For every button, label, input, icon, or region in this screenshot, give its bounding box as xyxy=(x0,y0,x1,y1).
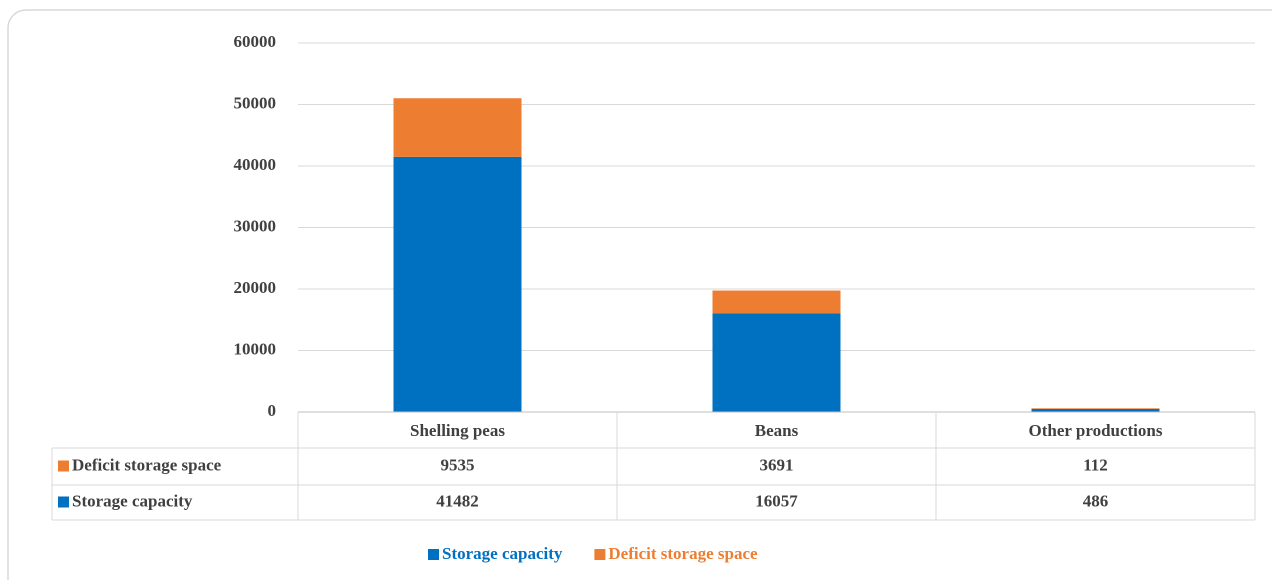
table-value: 9535 xyxy=(441,455,475,474)
y-tick-label: 30000 xyxy=(234,216,277,235)
table-legend-key xyxy=(58,496,69,508)
x-tick-label: Shelling peas xyxy=(410,421,505,440)
y-tick-label: 10000 xyxy=(234,339,277,358)
legend-key xyxy=(594,549,606,560)
table-value: 16057 xyxy=(755,491,798,510)
bar-segment xyxy=(393,98,522,157)
legend-label: Deficit storage space xyxy=(608,544,758,563)
bar-segment xyxy=(712,313,841,412)
legend-key xyxy=(428,549,439,560)
chart-frame xyxy=(7,9,1272,585)
legend-label: Storage capacity xyxy=(442,544,563,563)
y-tick-label: 0 xyxy=(268,401,277,420)
y-tick-label: 40000 xyxy=(234,155,277,174)
table-row-label: Deficit storage space xyxy=(72,455,222,474)
y-tick-label: 50000 xyxy=(234,93,277,112)
table-legend-key xyxy=(58,460,69,472)
table-value: 112 xyxy=(1083,455,1108,474)
bar-segment xyxy=(393,156,522,412)
bar-segment xyxy=(1031,408,1160,410)
table-value: 486 xyxy=(1083,491,1109,510)
y-tick-label: 20000 xyxy=(234,278,277,297)
bar-segment xyxy=(1031,409,1160,412)
table-value: 3691 xyxy=(760,455,794,474)
x-tick-label: Beans xyxy=(755,421,799,440)
table-row-label: Storage capacity xyxy=(72,491,193,510)
bar-segment xyxy=(712,290,841,314)
x-tick-label: Other productions xyxy=(1029,421,1163,440)
table-value: 41482 xyxy=(436,491,479,510)
y-tick-label: 60000 xyxy=(234,32,277,51)
